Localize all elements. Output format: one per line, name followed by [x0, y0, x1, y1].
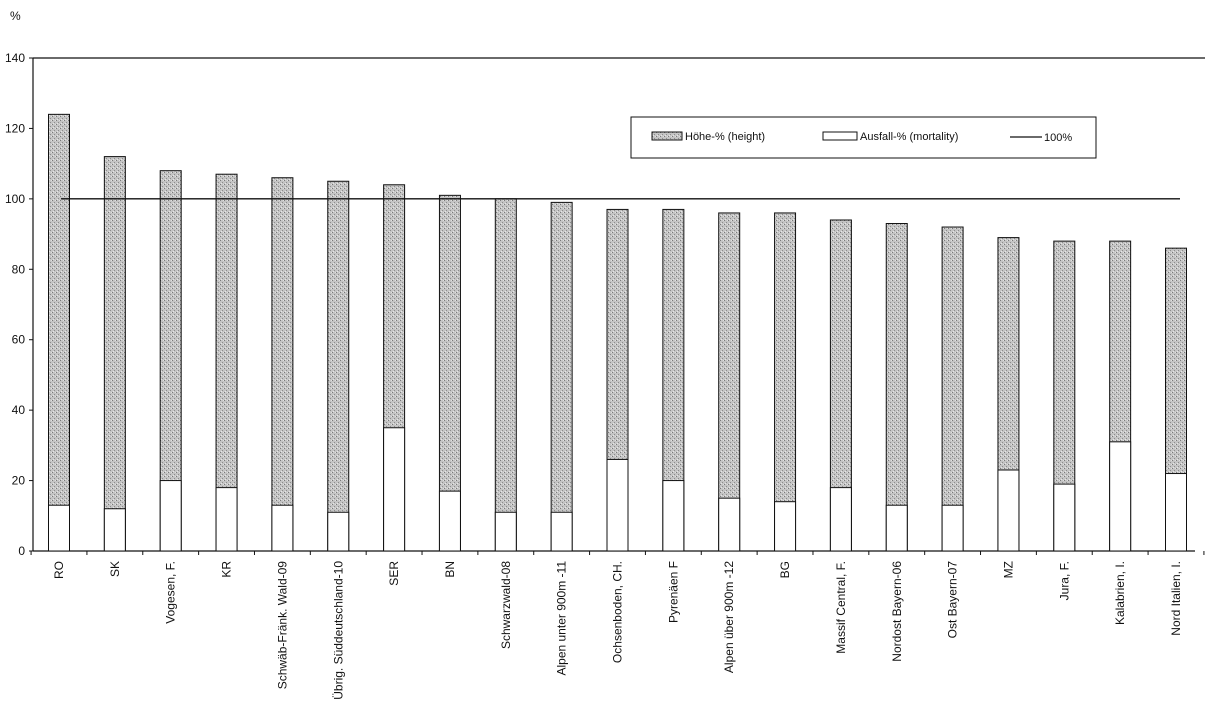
category-label: Übrig. Süddeutschland-10 — [331, 561, 345, 700]
category-label: Schwarzwald-08 — [499, 561, 513, 649]
bar-height — [103, 156, 126, 552]
legend-swatch-height — [651, 131, 683, 141]
category-label: Pyrenäen F — [666, 561, 680, 623]
bar-mortality — [383, 427, 406, 552]
bar-mortality — [103, 508, 126, 552]
bars — [48, 113, 1187, 552]
category-label: KR — [220, 561, 234, 578]
bar-mortality — [48, 504, 70, 552]
bar-height — [885, 223, 908, 552]
y-tick-label: 140 — [5, 51, 25, 65]
y-tick-label: 80 — [12, 262, 26, 276]
bar-mortality — [829, 487, 852, 552]
legend: Höhe-% (height) Ausfall-% (mortality) 10… — [630, 116, 1097, 159]
bar-mortality — [718, 497, 741, 552]
bar-mortality — [327, 511, 350, 552]
y-tick-label: 60 — [12, 333, 26, 347]
bar-height — [327, 180, 350, 552]
category-label: Nordost Bayern-06 — [890, 561, 904, 662]
bar-height — [774, 212, 797, 552]
bar-mortality — [438, 490, 461, 552]
legend-swatch-mortality — [822, 131, 858, 141]
bar-height — [494, 198, 517, 552]
category-label: Ochsenboden, CH. — [611, 561, 625, 663]
bar-mortality — [271, 504, 294, 552]
bar-mortality — [774, 501, 797, 552]
bar-mortality — [550, 511, 573, 552]
bar-mortality — [215, 487, 238, 552]
category-label: RO — [52, 561, 66, 579]
bar-mortality — [1053, 483, 1076, 552]
category-label: BN — [443, 561, 457, 578]
legend-label-mortality: Ausfall-% (mortality) — [860, 131, 958, 143]
category-label: BG — [778, 561, 792, 578]
category-label: SK — [108, 561, 122, 577]
category-label: Massif Central, F. — [834, 561, 848, 654]
category-label: Schwäb-Fränk. Wald-09 — [275, 561, 289, 690]
x-axis: RO SK Vogesen, F. KR Schwäb-Fränk. Wald-09 Üb… — [30, 550, 1205, 700]
bar-mortality — [159, 480, 182, 552]
bar-mortality — [494, 511, 517, 552]
category-label: Ost Bayern-07 — [946, 561, 960, 639]
category-label: Alpen über 900m -12 — [722, 561, 736, 673]
category-label: SER — [387, 561, 401, 586]
bar-height — [550, 201, 573, 552]
bar-mortality — [1165, 473, 1187, 552]
bar-height — [941, 226, 964, 552]
category-label: Vogesen, F. — [164, 561, 178, 624]
bar-height — [48, 113, 70, 552]
legend-label-100: 100% — [1044, 132, 1072, 144]
category-label: MZ — [1001, 561, 1015, 578]
category-label: Alpen unter 900m -11 — [555, 561, 569, 676]
category-label: Jura, F. — [1057, 561, 1071, 600]
y-tick-label: 0 — [18, 544, 25, 558]
bar-mortality — [997, 469, 1020, 552]
y-axis-label: % — [10, 9, 21, 23]
y-tick-label: 20 — [12, 474, 26, 488]
y-tick-label: 40 — [12, 403, 26, 417]
category-label: Nord Italien, I. — [1169, 561, 1183, 636]
bar-mortality — [885, 504, 908, 552]
legend-label-height: Höhe-% (height) — [685, 131, 765, 143]
y-tick-label: 100 — [5, 192, 25, 206]
y-axis: 0 20 40 60 80 100 120 140 — [5, 51, 34, 558]
bar-mortality — [662, 480, 685, 552]
y-tick-label: 120 — [5, 121, 25, 135]
bar-height — [271, 177, 294, 552]
bar-mortality — [1109, 441, 1132, 552]
bar-mortality — [941, 504, 964, 552]
category-label: Kalabrien, I. — [1113, 561, 1127, 625]
bar-mortality — [606, 458, 629, 552]
